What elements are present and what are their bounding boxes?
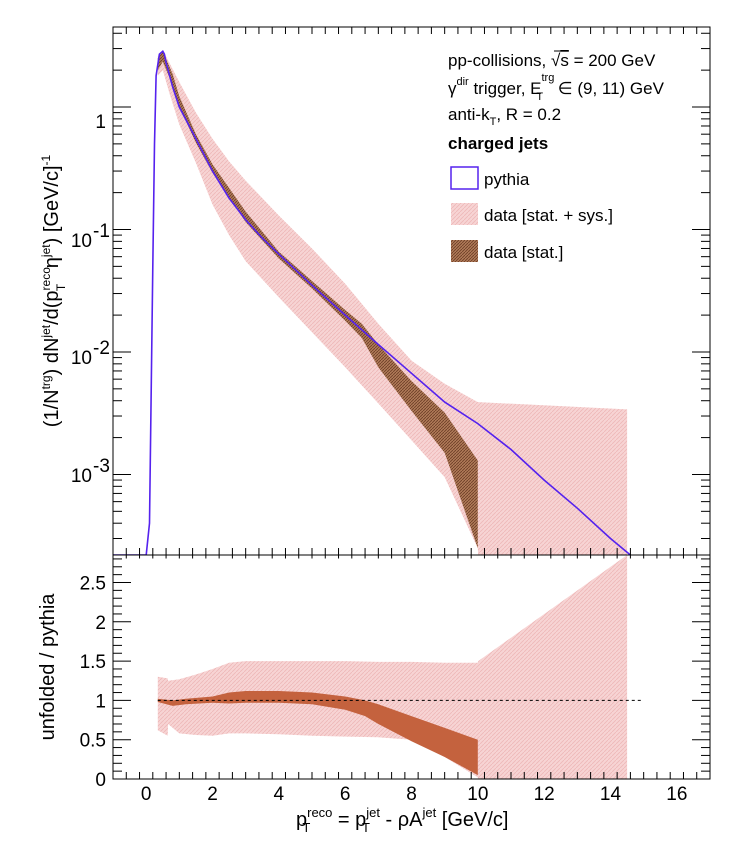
legend-sys-label: data [stat. + sys.]	[484, 206, 613, 225]
pythia-line	[113, 50, 631, 555]
legend-pythia-label: pythia	[484, 170, 530, 189]
ytick-label-0p01-exp: -2	[93, 338, 110, 359]
ytick-label-0p01: 10	[71, 348, 92, 369]
ratio-ytick-labels: 0 0.5 1 1.5 2 2.5	[80, 574, 106, 791]
ytick-label-0p1: 10	[71, 231, 92, 252]
spectrum-bands	[157, 50, 628, 555]
ratio-bands	[157, 555, 628, 779]
legend-collisions: pp-collisions, √s = 200 GeV	[448, 51, 656, 70]
ratio-xtick-labels: 0 2 4 6 8 10 12 14 16	[141, 784, 688, 805]
ratio-stat-band	[157, 691, 478, 776]
ratio-ytick-label: 1	[95, 691, 106, 712]
ratio-frame	[112, 554, 711, 780]
legend-stat-box	[451, 240, 478, 262]
xtick-label: 14	[600, 784, 622, 805]
sys-band	[157, 50, 628, 555]
ratio-panel: 0 0.5 1 1.5 2 2.5 0 2 4 6 8 10 12 14 16 unfolded / py…	[37, 554, 711, 835]
legend-stat-label: data [stat.]	[484, 243, 563, 262]
xtick-label: 4	[274, 784, 285, 805]
spectrum-y-axis-title: (1/Ntrg) dNjet/d(precoT ηjet) [GeV/c]-1	[39, 154, 68, 427]
ytick-label-0p1-exp: -1	[93, 221, 110, 242]
ratio-ytick-label: 2.5	[80, 574, 106, 595]
ratio-sys-band	[157, 555, 628, 779]
legend-trigger: γdir trigger, Etrg T ∈ (9, 11) GeV	[448, 72, 665, 103]
spectrum-axes	[112, 27, 711, 555]
ratio-ytick-label: 0.5	[80, 731, 106, 752]
ytick-label-1: 1	[95, 112, 106, 133]
ratio-y-axis-title: unfolded / pythia	[37, 593, 59, 741]
legend-sys-box	[451, 203, 478, 225]
ratio-axes	[112, 555, 711, 780]
xtick-label: 6	[340, 784, 351, 805]
xtick-label: 0	[141, 784, 152, 805]
legend-algorithm: anti-kT, R = 0.2	[448, 105, 561, 128]
xtick-label: 12	[534, 784, 555, 805]
xtick-label: 16	[666, 784, 687, 805]
ytick-label-0p001: 10	[71, 466, 92, 487]
ratio-ytick-label: 0	[95, 770, 106, 791]
legend-pythia-box	[450, 166, 479, 190]
ratio-ytick-label: 2	[95, 613, 106, 634]
spectrum-lines	[113, 50, 631, 555]
xtick-label: 10	[467, 784, 488, 805]
legend-header: charged jets	[448, 134, 548, 153]
ratio-ytick-label: 1.5	[80, 652, 106, 673]
xtick-label: 2	[207, 784, 218, 805]
ytick-label-0p001-exp: -3	[93, 456, 110, 477]
xtick-label: 8	[406, 784, 417, 805]
legend: pp-collisions, √s = 200 GeV γdir trigger…	[448, 50, 665, 262]
spectrum-panel: 1 10 -1 10 -2 10 -3 (1/Ntrg) dNjet/d(pre…	[39, 26, 711, 556]
x-axis-title: preco T = pjet T - ρAjet [GeV/c]	[296, 805, 508, 835]
